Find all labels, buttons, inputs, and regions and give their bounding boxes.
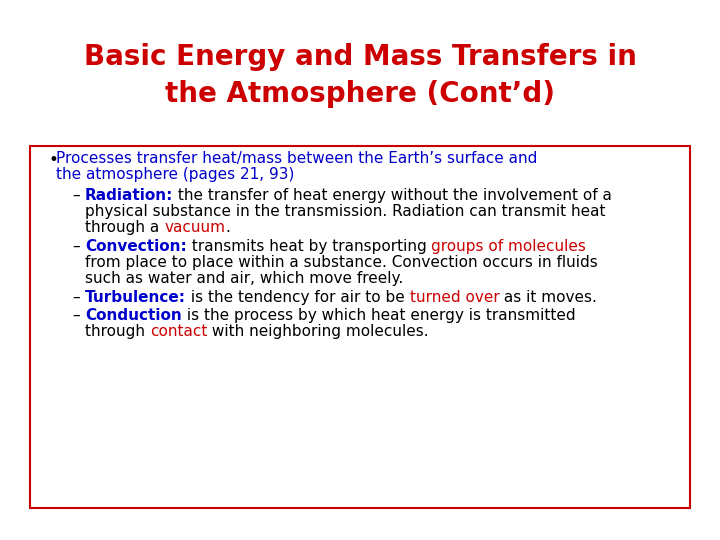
- Text: through: through: [85, 324, 150, 339]
- Text: is the tendency for air to be: is the tendency for air to be: [186, 290, 410, 305]
- Text: transmits heat by transporting: transmits heat by transporting: [186, 239, 431, 254]
- Text: –: –: [72, 188, 80, 203]
- Text: the Atmosphere (Cont’d): the Atmosphere (Cont’d): [165, 80, 555, 109]
- Text: turned over: turned over: [410, 290, 500, 305]
- Text: with neighboring molecules.: with neighboring molecules.: [207, 324, 429, 339]
- Text: through a: through a: [85, 220, 164, 235]
- Text: Convection:: Convection:: [85, 239, 186, 254]
- Text: is the process by which heat energy is transmitted: is the process by which heat energy is t…: [181, 308, 575, 323]
- Text: the transfer of heat energy without the involvement of a: the transfer of heat energy without the …: [174, 188, 612, 203]
- Text: .: .: [225, 220, 230, 235]
- Text: Turbulence:: Turbulence:: [85, 290, 186, 305]
- Text: physical substance in the transmission. Radiation can transmit heat: physical substance in the transmission. …: [85, 204, 606, 219]
- Text: contact: contact: [150, 324, 207, 339]
- Text: the atmosphere (pages 21, 93): the atmosphere (pages 21, 93): [56, 167, 294, 182]
- Text: Processes transfer heat/mass between the Earth’s surface and: Processes transfer heat/mass between the…: [56, 151, 538, 166]
- Text: Basic Energy and Mass Transfers in: Basic Energy and Mass Transfers in: [84, 43, 636, 71]
- Text: vacuum: vacuum: [164, 220, 225, 235]
- Text: from place to place within a substance. Convection occurs in fluids: from place to place within a substance. …: [85, 255, 598, 270]
- Text: Radiation:: Radiation:: [85, 188, 174, 203]
- Text: –: –: [72, 308, 80, 323]
- Text: •: •: [49, 151, 59, 169]
- Text: –: –: [72, 290, 80, 305]
- Text: as it moves.: as it moves.: [500, 290, 597, 305]
- Text: –: –: [72, 239, 80, 254]
- Text: groups of molecules: groups of molecules: [431, 239, 586, 254]
- Text: Conduction: Conduction: [85, 308, 181, 323]
- Text: such as water and air, which move freely.: such as water and air, which move freely…: [85, 271, 403, 286]
